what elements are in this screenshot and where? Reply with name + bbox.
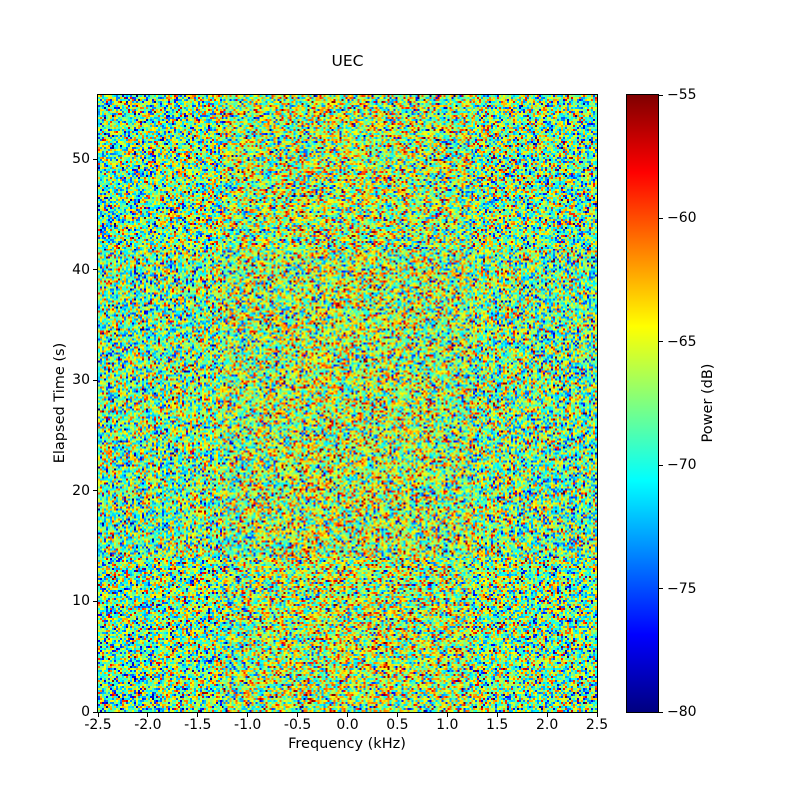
spectrogram-image xyxy=(98,95,597,712)
plot-title: UEC xyxy=(331,52,364,70)
x-tick-label: -1.0 xyxy=(234,717,262,733)
colorbar-tick xyxy=(659,711,663,713)
colorbar-tick xyxy=(659,94,663,96)
x-tick xyxy=(546,713,548,717)
y-tick-label: 30 xyxy=(72,372,90,389)
x-tick-label: 0.0 xyxy=(336,717,359,733)
colorbar-tick-label: −80 xyxy=(667,704,697,720)
x-tick xyxy=(596,713,598,717)
x-tick-label: 0.5 xyxy=(386,717,409,733)
colorbar-tick-label: −65 xyxy=(667,333,697,350)
y-tick xyxy=(93,379,97,381)
y-tick xyxy=(93,158,97,160)
colorbar-tick-label: −75 xyxy=(667,580,697,597)
y-axis-label: Elapsed Time (s) xyxy=(52,342,68,464)
x-tick-label: 1.0 xyxy=(436,717,459,733)
y-tick xyxy=(93,269,97,271)
y-tick xyxy=(93,490,97,492)
colorbar-tick-label: −60 xyxy=(667,210,697,227)
colorbar-tick xyxy=(659,588,663,590)
colorbar-tick-label: −55 xyxy=(667,87,697,103)
x-tick xyxy=(396,713,398,717)
x-tick-label: -1.5 xyxy=(184,717,212,733)
y-tick-label: 50 xyxy=(72,151,90,168)
colorbar-tick xyxy=(659,464,663,466)
x-tick xyxy=(197,713,199,717)
x-axis-label: Frequency (kHz) xyxy=(288,736,406,752)
y-tick xyxy=(93,711,97,713)
colorbar xyxy=(626,94,659,713)
y-tick-label: 0 xyxy=(81,704,90,720)
colorbar-tick xyxy=(659,217,663,219)
y-tick-label: 40 xyxy=(72,261,90,278)
y-tick-label: 20 xyxy=(72,482,90,499)
colorbar-label: Power (dB) xyxy=(700,363,716,443)
x-tick-label: -0.5 xyxy=(283,717,312,733)
x-tick xyxy=(97,713,99,717)
y-tick-label: 10 xyxy=(72,593,90,610)
x-tick xyxy=(297,713,299,717)
x-tick-label: 1.5 xyxy=(486,717,509,733)
x-tick xyxy=(147,713,149,717)
x-tick xyxy=(496,713,498,717)
colorbar-tick-label: −70 xyxy=(667,457,697,474)
x-tick-label: 2.0 xyxy=(535,717,559,733)
x-tick xyxy=(347,713,348,717)
x-tick-label: -2.5 xyxy=(84,717,112,733)
colorbar-gradient xyxy=(627,95,658,712)
colorbar-tick xyxy=(659,341,663,343)
x-tick-label: -2.0 xyxy=(134,717,162,733)
plot-area xyxy=(97,94,598,713)
x-tick xyxy=(446,713,448,717)
x-tick-label: 2.5 xyxy=(585,717,609,733)
x-tick xyxy=(247,713,249,717)
y-tick xyxy=(93,600,97,602)
